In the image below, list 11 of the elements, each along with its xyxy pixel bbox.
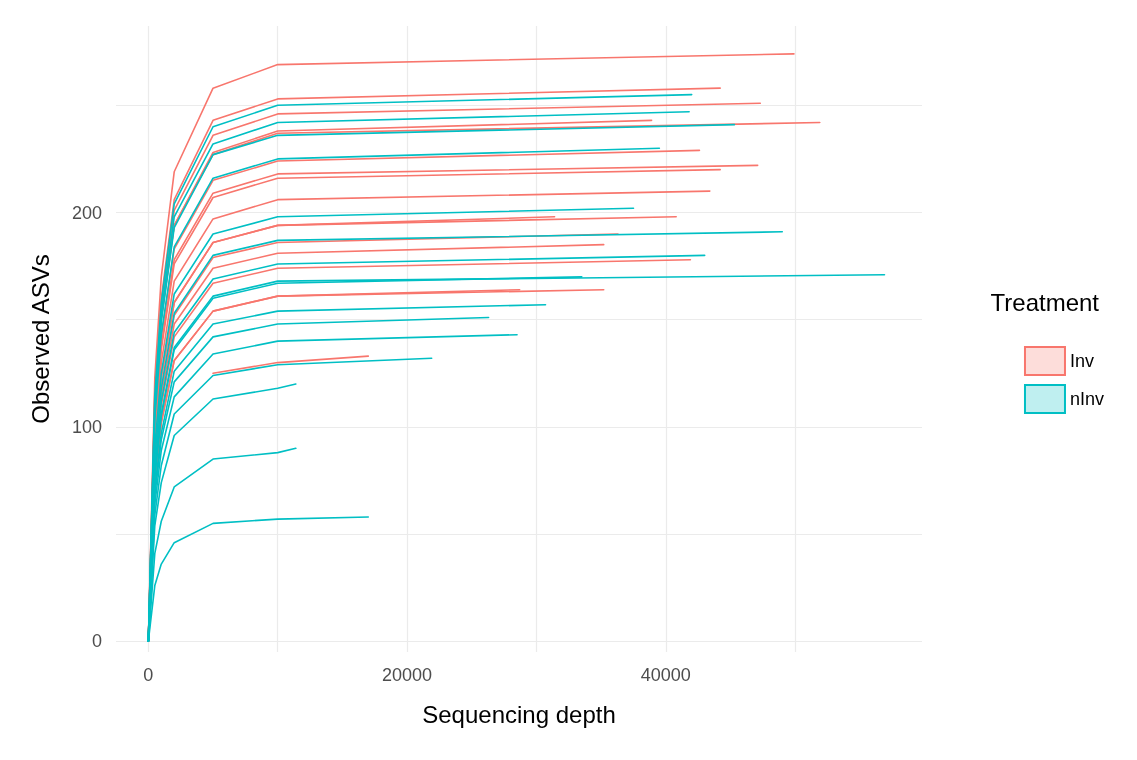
x-tick-label: 40000 (640, 665, 691, 685)
legend-label: Inv (1069, 351, 1094, 371)
legend-title: Treatment (990, 288, 1100, 316)
y-tick-label: 200 (71, 202, 102, 223)
y-tick-label: 100 (71, 416, 102, 437)
legend-label: nInv (1069, 389, 1105, 409)
x-tick-label: 20000 (382, 665, 433, 685)
y-axis-title: Observed ASVs (26, 254, 54, 424)
x-axis-title: Sequencing depth (422, 700, 616, 728)
x-tick-label: 0 (143, 665, 154, 685)
y-tick-label: 0 (91, 631, 102, 652)
